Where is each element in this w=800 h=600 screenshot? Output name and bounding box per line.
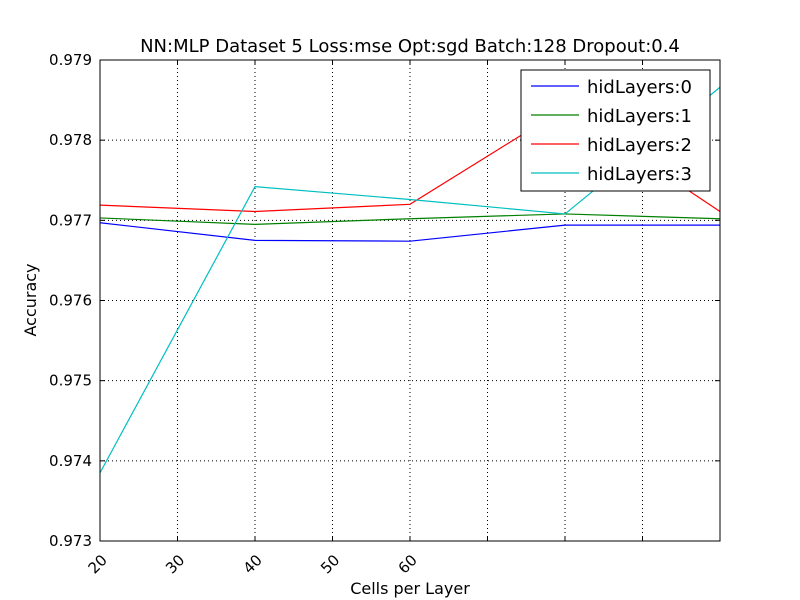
legend: hidLayers:0 hidLayers:1 hidLayers:2 hidLaye…: [520, 69, 711, 192]
y-tick-label: 0.974: [49, 452, 92, 470]
legend-label: hidLayers:1: [587, 106, 692, 127]
chart-title: NN:MLP Dataset 5 Loss:mse Opt:sgd Batch:…: [140, 36, 680, 57]
y-tick-label: 0.973: [49, 532, 92, 550]
y-tick-label: 0.977: [49, 211, 92, 229]
x-axis-label: Cells per Layer: [350, 579, 470, 598]
legend-label: hidLayers:2: [587, 135, 692, 156]
y-tick-label: 0.975: [49, 372, 92, 390]
legend-label: hidLayers:0: [587, 77, 692, 98]
series-line: [99, 222, 720, 242]
legend-label: hidLayers:3: [587, 164, 692, 185]
y-tick-label: 0.979: [49, 51, 92, 69]
y-tick-label: 0.978: [49, 131, 92, 149]
y-axis-label: Accuracy: [21, 263, 40, 336]
y-tick-label: 0.976: [49, 292, 92, 310]
series-line: [99, 213, 721, 225]
legend-box: [520, 69, 711, 192]
